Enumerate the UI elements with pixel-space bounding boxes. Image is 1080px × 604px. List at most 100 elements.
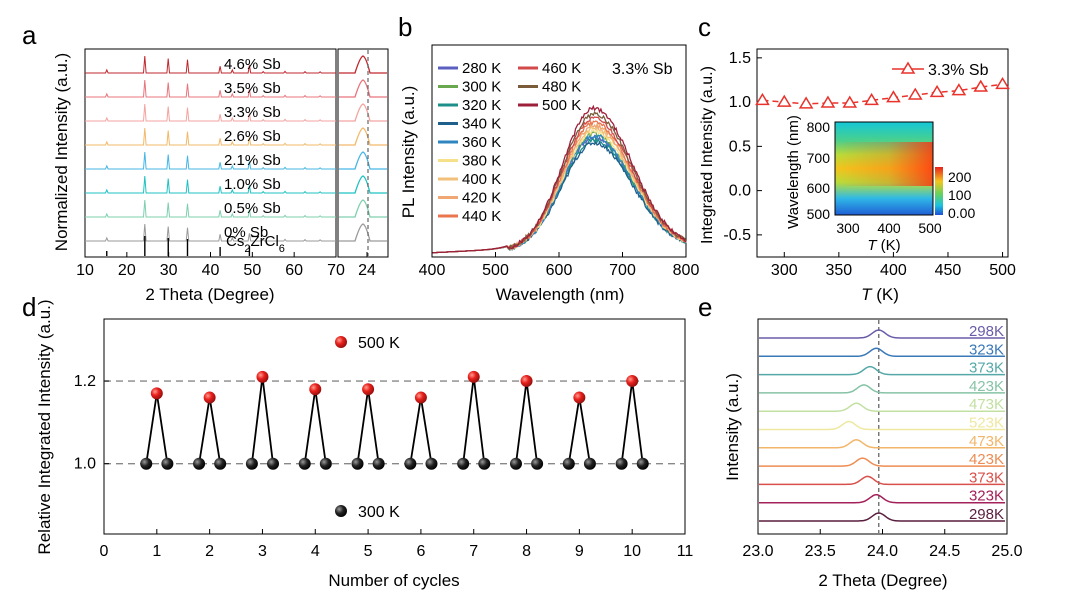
data-point [973,79,989,92]
xrd-pattern [759,384,1005,394]
cycle-link [515,380,539,464]
xrd-pattern [759,402,1005,412]
point-300k [509,457,522,470]
panel-d-legend-marker-300k [335,505,347,517]
x-tick-label: 500 [989,262,1016,279]
temperature-label: 323K [969,488,1004,505]
point-300k [562,457,575,470]
point-300k [636,457,649,470]
xrd-pattern [759,512,1005,522]
inset-colorbar [935,167,943,215]
panel-e-patterns: 298K323K373K423K473K523K473K423K373K323K… [759,320,1005,533]
panel-c-legend-label: 3.3% Sb [928,62,989,79]
xrd-pattern [85,127,336,146]
xrd-pattern [85,175,336,194]
xrd-pattern [759,329,1005,339]
point-500k [520,375,533,388]
legend-label: 2.1% Sb [224,152,281,169]
point-300k [319,457,332,470]
inset-y-tick: 600 [807,180,831,196]
inset-heatmap-hot [835,142,933,186]
x-tick-label: 8 [522,543,531,560]
x-tick-label: 60 [285,262,303,279]
inset-colorbar-tick: 100 [948,187,972,203]
inset-y-tick: 500 [807,206,831,222]
legend-label-reference: Cs2ZrCl6 [226,233,285,255]
y-tick-label: 1.0 [74,456,96,473]
point-300k [615,457,628,470]
x-tick-label: 23.5 [805,543,836,560]
point-300k [267,457,280,470]
point-300k [372,457,385,470]
xrd-pattern [759,493,1005,504]
legend-label: 0.5% Sb [224,200,281,217]
xrd-inset-peak [339,223,387,242]
point-500k [256,370,269,383]
cycle-link [620,380,644,464]
legend-label: 380 K [462,153,501,170]
temperature-label: 473K [969,396,1004,413]
data-point [820,95,836,108]
panel-a-y-axis-title: Normalized Intensity (a.u.) [52,53,71,251]
legend-label: 360 K [462,134,501,151]
y-tick-label: 1.5 [729,50,751,67]
x-tick-label: 10 [76,262,94,279]
data-point [995,76,1010,90]
data-point [907,87,923,100]
y-tick-label: 1.0 [729,94,751,111]
point-300k [583,457,596,470]
inset-y-axis-title: Wavelength (nm) [785,115,802,229]
xrd-pattern [85,223,336,242]
legend-label: 500 K [542,97,581,114]
temperature-label: 373K [969,469,1004,486]
x-tick-label: 30 [160,262,178,279]
panel-d-frame [103,318,686,535]
x-tick-label: 50 [243,262,261,279]
xrd-inset-peak [339,175,387,194]
legend-label: 3.3% Sb [224,104,281,121]
panel-b-sample-label: 3.3% Sb [612,61,673,78]
point-300k [457,457,470,470]
legend-label: 4.6% Sb [224,56,281,73]
data-point [951,83,967,96]
xrd-pattern [759,347,1005,358]
cycle-link [303,389,327,464]
point-500k [150,387,163,400]
xrd-pattern [759,439,1005,449]
panel-a: a 4.6% Sb 3.5% Sb 3.3% Sb 2.6% Sb 2.1% Sb 1.0… [22,20,389,304]
point-500k [309,383,322,396]
legend-label: 280 K [462,60,501,77]
panel-a-legend: 4.6% Sb 3.5% Sb 3.3% Sb 2.6% Sb 2.1% Sb 1.0% … [224,56,285,255]
x-tick-label: 1 [152,543,161,560]
xrd-pattern [759,457,1005,467]
temperature-label: 423K [969,378,1004,395]
x-tick-label: 500 [482,262,509,279]
panel-d-y-axis-title: Relative Integrated Intensity (a.u.) [35,299,54,554]
cycle-link [567,397,591,464]
cycle-link [145,393,169,464]
panel-a-inset-patterns [339,50,387,256]
xrd-pattern [85,199,336,218]
legend-label: 2.6% Sb [224,128,281,145]
legend-label: 300 K [462,79,501,96]
point-500k [626,375,639,388]
x-tick-label: 20 [118,262,136,279]
xrd-pattern [85,103,336,122]
x-tick-label: 0 [100,543,109,560]
point-500k [203,391,216,404]
temperature-label: 523K [969,415,1004,432]
panel-c-inset: 200 100 0.00 800 700 600 500 300 400 500… [785,115,975,254]
temperature-label: 423K [969,451,1004,468]
legend-label: 480 K [542,79,581,96]
panel-a-inset-frame [337,48,389,258]
cycle-link [198,397,222,464]
cycle-link [356,389,380,464]
panel-d-legend-marker-500k [335,336,347,348]
legend-label: 420 K [462,190,501,207]
inset-y-tick: 700 [807,150,831,166]
panel-e-x-axis: 23.0 23.5 24.0 24.5 25.0 [742,529,1023,560]
panel-c: c 300 350 400 450 500 -0.5 0.0 0.5 1.0 1.5 3.3% S… [698,12,1016,304]
panel-c-x-axis-title: T (K) [861,285,899,304]
xrd-pattern [759,365,1005,376]
